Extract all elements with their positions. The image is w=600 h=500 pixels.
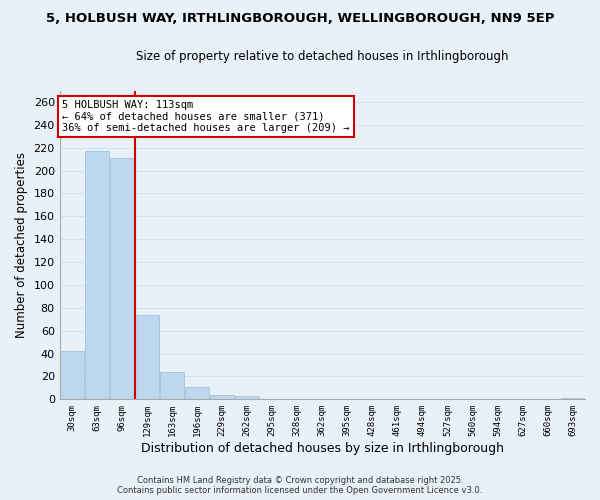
Text: 5 HOLBUSH WAY: 113sqm
← 64% of detached houses are smaller (371)
36% of semi-det: 5 HOLBUSH WAY: 113sqm ← 64% of detached … [62, 100, 350, 133]
X-axis label: Distribution of detached houses by size in Irthlingborough: Distribution of detached houses by size … [141, 442, 504, 455]
Title: Size of property relative to detached houses in Irthlingborough: Size of property relative to detached ho… [136, 50, 509, 63]
Bar [235, 396, 259, 400]
Bar [160, 372, 184, 400]
Bar [560, 398, 584, 400]
Bar [60, 352, 84, 400]
Text: Contains HM Land Registry data © Crown copyright and database right 2025.
Contai: Contains HM Land Registry data © Crown c… [118, 476, 482, 495]
Text: 5, HOLBUSH WAY, IRTHLINGBOROUGH, WELLINGBOROUGH, NN9 5EP: 5, HOLBUSH WAY, IRTHLINGBOROUGH, WELLING… [46, 12, 554, 26]
Bar [85, 151, 109, 400]
Bar [136, 314, 159, 400]
Bar [110, 158, 134, 400]
Bar [211, 395, 234, 400]
Bar [185, 387, 209, 400]
Y-axis label: Number of detached properties: Number of detached properties [15, 152, 28, 338]
